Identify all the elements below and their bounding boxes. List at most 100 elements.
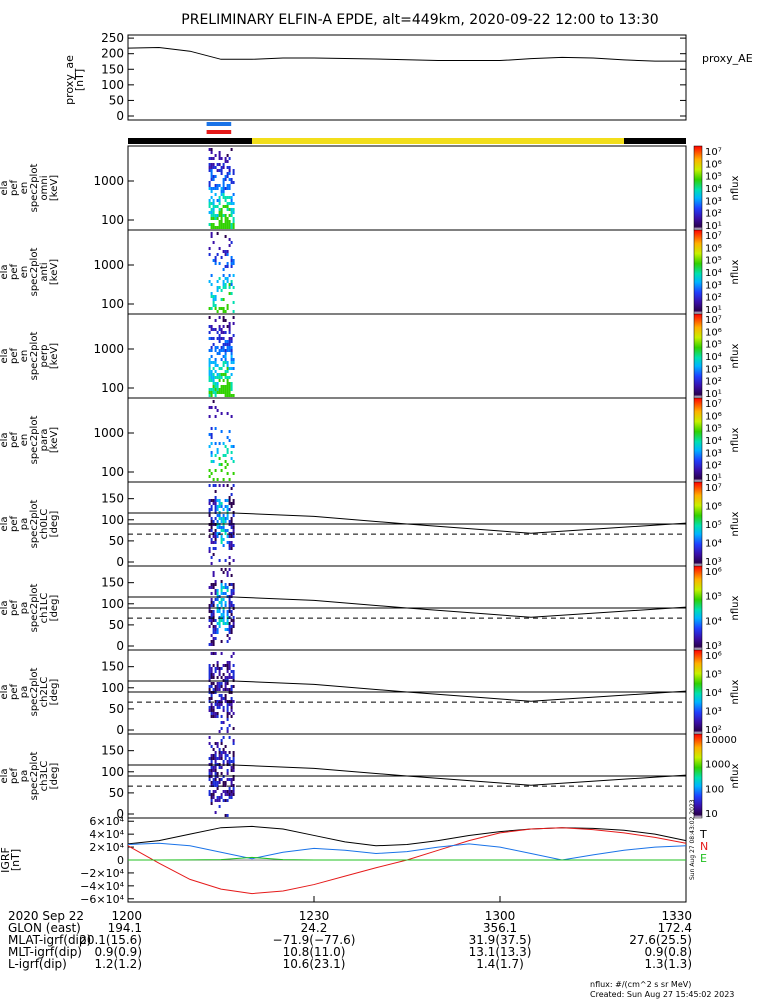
spectrogram-pixel [224,781,227,784]
spectrogram-pixel [218,151,221,154]
state-bar [128,138,686,144]
spectrogram-pixel [228,202,231,205]
spectrogram-pixel [214,319,217,322]
spectrogram-pixel [218,226,221,229]
spectrogram-pixel [222,697,225,700]
spectrogram-pixel [214,442,217,445]
spectrogram-pixel [214,346,217,349]
spectrogram-pixel [212,211,215,214]
spectrogram-pixel [212,784,215,787]
pa-ytick-label: 50 [109,702,124,716]
spectrogram-pixel [222,343,225,346]
spectrogram-pixel [228,535,231,538]
spectrogram-pixel [216,682,219,685]
spectrogram-pixel [208,772,211,775]
spectrogram-pixel [224,697,227,700]
spectrogram-pixel [208,742,211,745]
spectrogram-pixel [226,763,229,766]
spectrogram-pixel [222,223,225,226]
spectrogram-pixel [224,682,227,685]
loss-cone-line [128,680,687,702]
spectrogram-pixel [226,250,229,253]
spectrogram-pixel [218,463,221,466]
spectrogram-pixel [232,499,235,502]
spectrogram-pixel [226,202,229,205]
spectrogram-pixel [208,586,211,589]
spectrogram-pixel [208,433,211,436]
spectrogram-pixel [208,181,211,184]
spectrogram-pixel [216,589,219,592]
spectrogram-pixel [230,547,233,550]
spectrogram-pixel [226,265,229,268]
igrf-series-T [127,825,687,847]
spectrogram-pixel [224,220,227,223]
spectrogram-pixel [212,790,215,793]
spectrogram-pixel [228,187,231,190]
spectrogram-pixel [226,595,229,598]
spectrogram-pixel [216,598,219,601]
spectrogram-pixel [230,280,233,283]
spectrogram-pixel [222,355,225,358]
spectrogram-pixel [208,349,211,352]
spectrogram-pixel [222,187,225,190]
spectrogram-pixel [216,163,219,166]
spectrogram-pixel [220,169,223,172]
spectrogram-pixel [226,706,229,709]
spectrogram-pixel [212,175,215,178]
spectrogram-pixel [226,451,229,454]
spectrogram-pixel [208,163,211,166]
spectrogram-pixel [212,499,215,502]
spectrogram-pixel [220,754,223,757]
ylabel-line: en [19,434,30,447]
proxy-ae-legend: proxy_AE [702,52,753,65]
igrf-ytick-label: −2×10⁴ [80,867,124,880]
spectrogram-pixel [230,766,233,769]
spectrogram-pixel [232,367,235,370]
spectrogram-pixel [222,508,225,511]
spectrogram-pixel [220,214,223,217]
colorbar-tick-label: 10¹ [705,473,722,484]
spectrogram-pixel [226,367,229,370]
spectrogram-pixel [232,316,235,319]
spectrogram-pixel [208,166,211,169]
ylabel-line: pa [19,602,30,614]
spectrogram-pixel [218,286,221,289]
spectrogram-pixel [208,364,211,367]
colorbar-tick-label: 1000 [705,760,730,771]
spectrogram-pixel [222,526,225,529]
spectrogram-pixel [218,376,221,379]
spectrogram-pixel [222,388,225,391]
spectrogram-pixel [208,415,211,418]
spectrogram-pixel [226,484,229,487]
spectrogram-pixel [232,208,235,211]
spectrogram-pixel [216,337,219,340]
spectrogram-pixel [208,688,211,691]
ylabel-line: proxy_ae [63,55,76,105]
spectrogram-pixel [224,253,227,256]
spectrogram-pixel [232,742,235,745]
igrf-legend-t: T [699,828,707,841]
spectrogram-pixel [212,208,215,211]
spectrogram-pixel [230,358,233,361]
spectrogram-pixel [222,736,225,739]
spectrogram-pixel [232,532,235,535]
spectrogram-pixel [220,502,223,505]
spectrogram-pixel [222,193,225,196]
spectrogram-pixel [222,325,225,328]
panel-ylabel: elapefpaspec2plotch3LC[deg] [0,752,60,801]
spectrogram-pixel [222,274,225,277]
spectrogram-pixel [212,547,215,550]
spectrogram-pixel [230,259,233,262]
spectrogram-pixel [212,214,215,217]
spectrogram-pixel [212,343,215,346]
spectrogram-pixel [210,538,213,541]
spectrogram-pixel [208,199,211,202]
spectrogram-pixel [218,700,221,703]
spectrogram-pixel [214,772,217,775]
spectrogram-pixel [218,262,221,265]
spectrogram-pixel [208,547,211,550]
spectrogram-pixel [232,673,235,676]
pa-ytick-label: 100 [101,513,124,527]
spectrogram-pixel [212,157,215,160]
spectrogram-pixel [222,586,225,589]
